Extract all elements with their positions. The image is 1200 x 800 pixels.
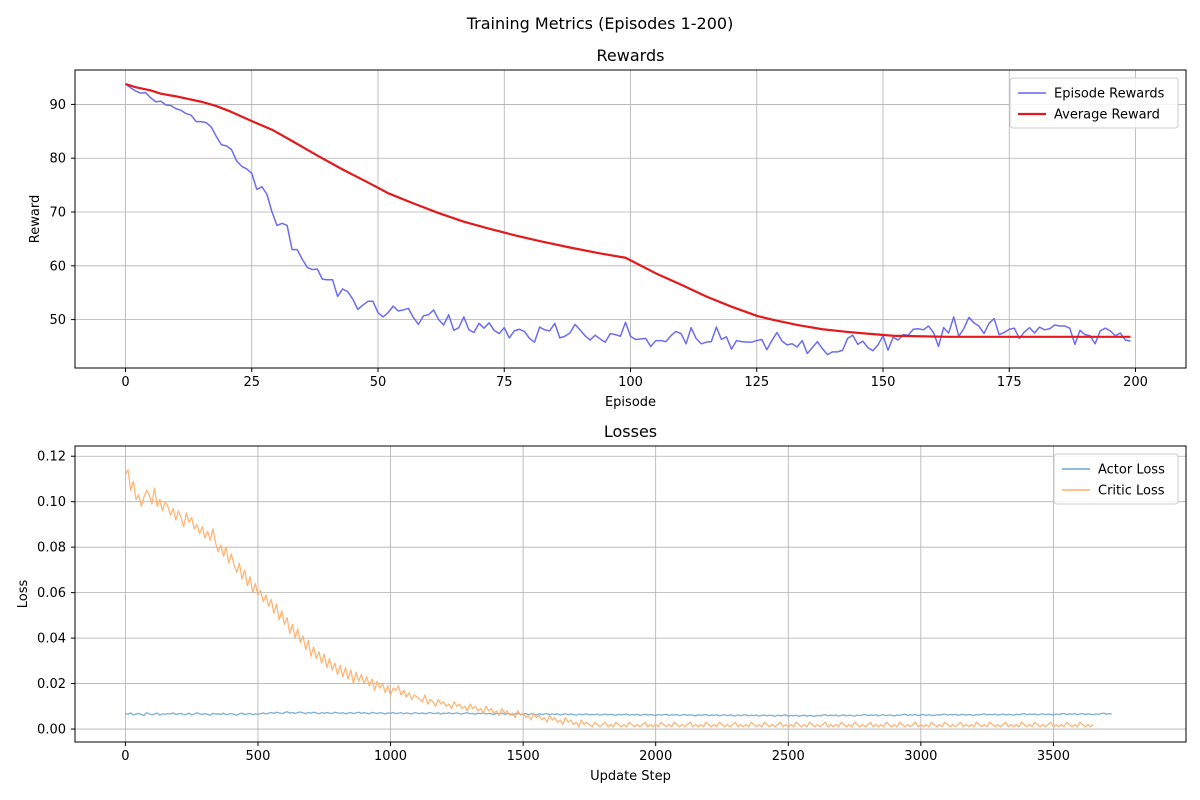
- y-tick-label: 50: [49, 313, 66, 328]
- x-tick-label: 500: [246, 749, 271, 764]
- x-tick-label: 175: [997, 375, 1022, 390]
- x-tick-label: 3500: [1037, 749, 1070, 764]
- y-tick-label: 0.12: [37, 450, 66, 465]
- x-tick-label: 100: [618, 375, 643, 390]
- x-tick-label: 0: [121, 749, 129, 764]
- x-tick-label: 125: [744, 375, 769, 390]
- y-tick-label: 0.08: [37, 541, 66, 556]
- axes-frame: [74, 445, 1187, 743]
- x-tick-label: 1000: [374, 749, 407, 764]
- legend: Actor Loss Critic Loss: [1053, 453, 1179, 505]
- x-axis-label: Episode: [605, 395, 656, 410]
- x-tick-label: 0: [121, 375, 129, 390]
- series-line-critic-loss: [124, 469, 1094, 728]
- x-tick-label: 3000: [904, 749, 937, 764]
- x-tick-label: 2000: [639, 749, 672, 764]
- x-tick-label: 75: [496, 375, 513, 390]
- x-tick-label: 2500: [772, 749, 805, 764]
- y-tick-label: 0.06: [37, 586, 66, 601]
- losses-title: Losses: [604, 422, 657, 441]
- legend-label: Average Reward: [1054, 108, 1160, 123]
- y-tick-label: 80: [49, 152, 66, 167]
- legend-box: [1009, 77, 1179, 129]
- y-tick-label: 70: [49, 206, 66, 221]
- legend-box: [1053, 453, 1179, 505]
- losses-panel: 0 500 1000 1500 2000 2500 3000 3500 0.00 0.02 0.04…: [16, 422, 1187, 784]
- figure-title: Training Metrics (Episodes 1-200): [466, 14, 734, 33]
- rewards-title: Rewards: [597, 46, 665, 65]
- legend-label: Critic Loss: [1098, 484, 1165, 499]
- legend-label: Episode Rewards: [1054, 87, 1165, 102]
- y-tick-label: 0.00: [37, 723, 66, 738]
- y-axis-label: Reward: [28, 195, 43, 243]
- legend-label: Actor Loss: [1098, 463, 1165, 478]
- x-tick-label: 1500: [507, 749, 540, 764]
- x-axis-label: Update Step: [590, 769, 671, 784]
- y-tick-label: 0.04: [37, 632, 66, 647]
- x-tick-label: 25: [243, 375, 260, 390]
- series-line-episode-rewards: [125, 83, 1131, 356]
- series-line-actor-loss: [125, 711, 1112, 717]
- series-line-average-reward: [125, 82, 1131, 338]
- y-tick-label: 90: [49, 98, 66, 113]
- x-tick-label: 150: [871, 375, 896, 390]
- rewards-panel: 0 25 50 75 100 125 150 175 200 50 60 70 80 90 Rewards E…: [28, 46, 1187, 410]
- y-tick-label: 0.02: [37, 677, 66, 692]
- y-tick-label: 60: [49, 259, 66, 274]
- x-tick-label: 50: [370, 375, 387, 390]
- legend: Episode Rewards Average Reward: [1009, 77, 1179, 129]
- x-tick-label: 200: [1123, 375, 1148, 390]
- y-tick-label: 0.10: [37, 495, 66, 510]
- y-axis-label: Loss: [16, 580, 31, 609]
